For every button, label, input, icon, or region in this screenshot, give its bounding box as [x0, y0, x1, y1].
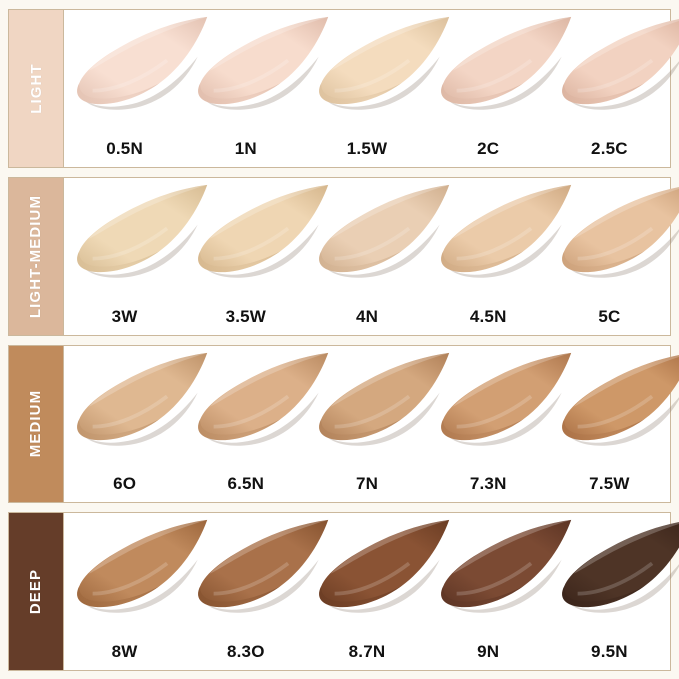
shade-name-label: 6.5N — [227, 474, 265, 494]
shade-swatch-2.5c[interactable]: 2.5C — [549, 10, 679, 167]
shade-name-label: 0.5N — [106, 138, 143, 158]
shade-swatch-6o[interactable]: 6O — [64, 346, 208, 503]
shade-swatch-8w[interactable]: 8W — [64, 513, 208, 670]
shade-swatch-7.5w[interactable]: 7.5W — [549, 346, 679, 503]
shade-name-label: 7.5W — [589, 474, 630, 494]
foundation-smear-icon — [549, 183, 679, 287]
shade-swatch-1n[interactable]: 1N — [185, 10, 329, 167]
shade-swatch-8.7n[interactable]: 8.7N — [306, 513, 450, 670]
category-label: LIGHT-MEDIUM — [27, 194, 45, 318]
shade-name-label: 1.5W — [346, 138, 388, 158]
swatch-strip: 8W 8.3O 8.7N 9N 9.5N — [63, 513, 679, 670]
shade-name-label: 1N — [234, 138, 257, 158]
shade-swatch-0.5n[interactable]: 0.5N — [64, 10, 208, 167]
shade-row-deep: DEEP 8W 8.3O 8.7N 9N 9.5N — [8, 512, 679, 671]
shade-swatch-6.5n[interactable]: 6.5N — [185, 346, 329, 503]
swatch-strip: 6O 6.5N 7N 7.3N 7.5W — [63, 345, 679, 503]
shade-name-label: 8.3O — [226, 642, 265, 661]
shade-name-label: 3.5W — [225, 306, 267, 326]
shade-name-label: 2.5C — [591, 138, 628, 158]
shade-swatch-8.3o[interactable]: 8.3O — [185, 513, 329, 670]
category-label: MEDIUM — [27, 390, 45, 458]
foundation-smear-icon — [549, 15, 679, 119]
foundation-smear-icon — [549, 518, 679, 622]
shade-swatch-7n[interactable]: 7N — [306, 346, 450, 503]
shade-name-label: 4.5N — [469, 306, 507, 326]
shade-row-medium: MEDIUM 6O 6.5N 7N 7.3N 7.5W — [8, 344, 679, 504]
shade-name-label: 3W — [111, 306, 138, 326]
shade-name-label: 6O — [113, 474, 137, 494]
shade-row-light-medium: LIGHT-MEDIUM 3W 3.5W 4N 4.5N 5C — [8, 176, 679, 336]
shade-swatch-4n[interactable]: 4N — [306, 178, 450, 335]
shade-swatch-2c[interactable]: 2C — [428, 10, 571, 167]
shade-swatch-9.5n[interactable]: 9.5N — [549, 513, 679, 670]
shade-swatch-5c[interactable]: 5C — [549, 178, 679, 335]
shade-name-label: 9N — [477, 642, 500, 661]
shade-name-label: 5C — [598, 306, 621, 326]
category-label: LIGHT — [27, 63, 45, 114]
category-label: DEEP — [27, 569, 45, 615]
shade-swatch-3.5w[interactable]: 3.5W — [185, 178, 329, 335]
category-bar-light-medium: LIGHT-MEDIUM — [9, 177, 63, 335]
shade-name-label: 2C — [477, 138, 500, 158]
shade-name-label: 7N — [355, 474, 379, 494]
swatch-strip: 0.5N 1N 1.5W 2C 2.5C — [63, 10, 679, 167]
category-bar-medium: MEDIUM — [9, 345, 63, 503]
shade-swatch-9n[interactable]: 9N — [428, 513, 571, 670]
foundation-smear-icon — [549, 351, 679, 455]
shade-swatch-4.5n[interactable]: 4.5N — [428, 178, 571, 335]
shade-name-label: 7.3N — [469, 474, 507, 494]
shade-name-label: 4N — [355, 306, 379, 326]
category-bar-light: LIGHT — [9, 10, 63, 167]
swatch-strip: 3W 3.5W 4N 4.5N 5C — [63, 177, 679, 335]
shade-swatch-7.3n[interactable]: 7.3N — [428, 346, 571, 503]
shade-row-light: LIGHT 0.5N 1N 1.5W 2C 2.5C — [8, 9, 679, 168]
shade-name-label: 9.5N — [591, 642, 628, 661]
shade-swatch-3w[interactable]: 3W — [64, 178, 208, 335]
shade-name-label: 8.7N — [348, 642, 386, 661]
category-bar-deep: DEEP — [9, 513, 63, 670]
shade-swatch-1.5w[interactable]: 1.5W — [306, 10, 450, 167]
shade-name-label: 8W — [111, 642, 138, 661]
